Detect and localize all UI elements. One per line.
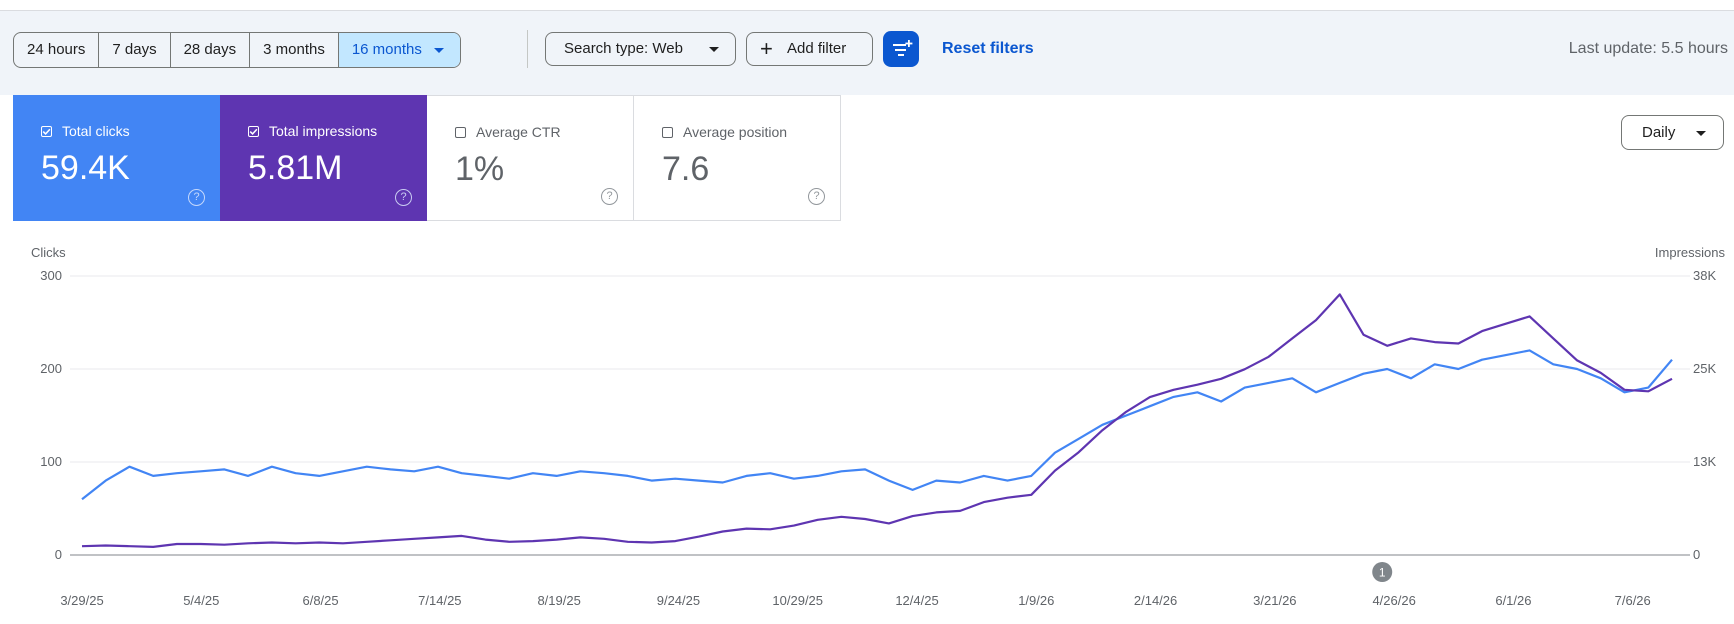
series-lines <box>81 293 1673 548</box>
x-tick-label: 7/14/25 <box>418 593 461 608</box>
right-tick-label: 38K <box>1693 268 1716 283</box>
metric-cards: Total clicks 59.4K ? Total impressions 5… <box>13 95 841 221</box>
x-tick-label: 3/29/25 <box>60 593 103 608</box>
x-axis-ticks: 3/29/25 5/4/25 6/8/25 7/14/25 8/19/25 9/24/25… <box>60 593 1650 608</box>
metric-card-total-clicks[interactable]: Total clicks 59.4K ? <box>13 95 220 221</box>
annotations: 1 <box>1372 562 1393 582</box>
range-28-days[interactable]: 28 days <box>171 33 251 67</box>
x-tick-label: 8/19/25 <box>537 593 580 608</box>
last-update-text: Last update: 5.5 hours <box>1568 40 1728 57</box>
grid-lines <box>70 275 1690 556</box>
range-16-months[interactable]: 16 months <box>338 33 460 67</box>
help-icon[interactable]: ? <box>808 188 825 205</box>
x-tick-label: 10/29/25 <box>772 593 823 608</box>
metric-card-total-impressions[interactable]: Total impressions 5.81M ? <box>220 95 427 221</box>
top-border <box>0 10 1734 11</box>
filter-settings-button[interactable] <box>883 31 919 67</box>
caret-down-icon <box>709 47 719 52</box>
left-axis-label: Clicks <box>31 245 66 260</box>
range-3-months[interactable]: 3 months <box>250 33 339 67</box>
toolbar-divider <box>527 30 528 68</box>
plus-icon: + <box>760 36 773 61</box>
add-filter-label: Add filter <box>787 40 847 57</box>
series-line-clicks <box>81 349 1673 501</box>
left-tick-label: 0 <box>55 547 62 562</box>
checkbox-checked-icon[interactable] <box>248 126 259 137</box>
x-tick-label: 6/8/25 <box>302 593 338 608</box>
help-icon[interactable]: ? <box>188 189 205 206</box>
right-axis-label: Impressions <box>1655 245 1726 260</box>
x-tick-label: 7/6/26 <box>1615 593 1651 608</box>
x-tick-label: 3/21/26 <box>1253 593 1296 608</box>
x-tick-label: 4/26/26 <box>1372 593 1415 608</box>
performance-chart: Clicks Impressions 0 100 200 300 0 13K 25K 38K… <box>31 245 1726 608</box>
reset-filters-link[interactable]: Reset filters <box>942 40 1034 57</box>
granularity-label: Daily <box>1642 124 1676 141</box>
left-tick-label: 200 <box>40 361 62 376</box>
granularity-dropdown[interactable]: Daily <box>1621 115 1724 150</box>
metric-card-average-position[interactable]: Average position 7.6 ? <box>634 95 841 221</box>
checkbox-checked-icon[interactable] <box>41 126 52 137</box>
metric-label: Total impressions <box>269 123 378 139</box>
metric-label: Average position <box>683 124 788 140</box>
search-type-dropdown[interactable]: Search type: Web <box>545 32 736 66</box>
metric-card-average-ctr[interactable]: Average CTR 1% ? <box>427 95 634 221</box>
x-tick-label: 12/4/25 <box>895 593 938 608</box>
metric-label: Average CTR <box>476 124 561 140</box>
filter-list-icon <box>893 40 913 56</box>
date-range-selector: 24 hours 7 days 28 days 3 months 16 mont… <box>13 32 461 68</box>
help-icon[interactable]: ? <box>395 189 412 206</box>
filter-toolbar: 24 hours 7 days 28 days 3 months 16 mont… <box>0 11 1734 95</box>
left-tick-label: 100 <box>40 454 62 469</box>
caret-down-icon <box>433 47 444 53</box>
metric-value: 7.6 <box>662 150 710 188</box>
x-tick-label: 6/1/26 <box>1495 593 1531 608</box>
checkbox-unchecked-icon[interactable] <box>662 127 673 138</box>
right-tick-label: 0 <box>1693 547 1700 562</box>
annotation-label: 1 <box>1379 566 1386 580</box>
range-16-months-label: 16 months <box>351 41 422 58</box>
range-7-days[interactable]: 7 days <box>99 33 171 67</box>
right-tick-label: 25K <box>1693 361 1716 376</box>
metric-value: 1% <box>455 150 505 188</box>
checkbox-unchecked-icon[interactable] <box>455 127 466 138</box>
x-tick-label: 9/24/25 <box>657 593 700 608</box>
x-tick-label: 1/9/26 <box>1018 593 1054 608</box>
annotation-marker[interactable] <box>1372 562 1393 582</box>
x-tick-label: 2/14/26 <box>1134 593 1177 608</box>
caret-down-icon <box>1696 131 1706 136</box>
search-type-label: Search type: Web <box>564 40 683 57</box>
x-tick-label: 5/4/25 <box>183 593 219 608</box>
metric-value: 59.4K <box>41 149 130 187</box>
left-axis-ticks: 0 100 200 300 <box>40 268 62 562</box>
help-icon[interactable]: ? <box>601 188 618 205</box>
add-filter-button[interactable]: + Add filter <box>746 32 873 66</box>
left-tick-label: 300 <box>40 268 62 283</box>
range-24-hours[interactable]: 24 hours <box>14 33 100 67</box>
right-axis-ticks: 0 13K 25K 38K <box>1693 268 1716 562</box>
metric-label: Total clicks <box>62 123 130 139</box>
metric-value: 5.81M <box>248 149 343 187</box>
right-tick-label: 13K <box>1693 454 1716 469</box>
series-line-impressions <box>81 293 1673 548</box>
